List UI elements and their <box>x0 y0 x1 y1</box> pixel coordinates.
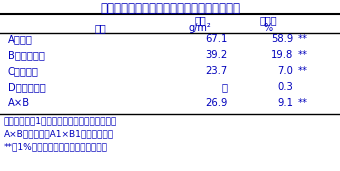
Text: A×B: A×B <box>8 98 30 108</box>
Text: 効果は、水準1の全体の平均に対する増加量。: 効果は、水準1の全体の平均に対する増加量。 <box>4 116 117 125</box>
Text: **は1%水準で有意であることを示す。: **は1%水準で有意であることを示す。 <box>4 142 108 151</box>
Text: %: % <box>264 23 273 33</box>
Text: **: ** <box>298 34 308 44</box>
Text: 58.9: 58.9 <box>271 34 293 44</box>
Text: 67.1: 67.1 <box>206 34 228 44</box>
Text: 7.0: 7.0 <box>277 66 293 76</box>
Text: 26.9: 26.9 <box>206 98 228 108</box>
Text: 寄与率: 寄与率 <box>259 15 277 25</box>
Text: 表２．精籾収量に及ぼす要因の効果と寄与率: 表２．精籾収量に及ぼす要因の効果と寄与率 <box>100 2 240 15</box>
Text: A：作期: A：作期 <box>8 34 33 44</box>
Text: 要因: 要因 <box>94 23 106 33</box>
Text: **: ** <box>298 50 308 60</box>
Text: －: － <box>222 82 228 92</box>
Text: B：栽植様式: B：栽植様式 <box>8 50 45 60</box>
Text: g/m²: g/m² <box>189 23 211 33</box>
Text: C：基肥量: C：基肥量 <box>8 66 39 76</box>
Text: D：穂肥施用: D：穂肥施用 <box>8 82 46 92</box>
Text: 23.7: 23.7 <box>206 66 228 76</box>
Text: 19.8: 19.8 <box>271 50 293 60</box>
Text: 0.3: 0.3 <box>277 82 293 92</box>
Text: **: ** <box>298 98 308 108</box>
Text: 効果: 効果 <box>194 15 206 25</box>
Text: 39.2: 39.2 <box>206 50 228 60</box>
Text: 9.1: 9.1 <box>277 98 293 108</box>
Text: **: ** <box>298 66 308 76</box>
Text: A×Bの効果は、A1×B1の交互作用。: A×Bの効果は、A1×B1の交互作用。 <box>4 129 114 138</box>
